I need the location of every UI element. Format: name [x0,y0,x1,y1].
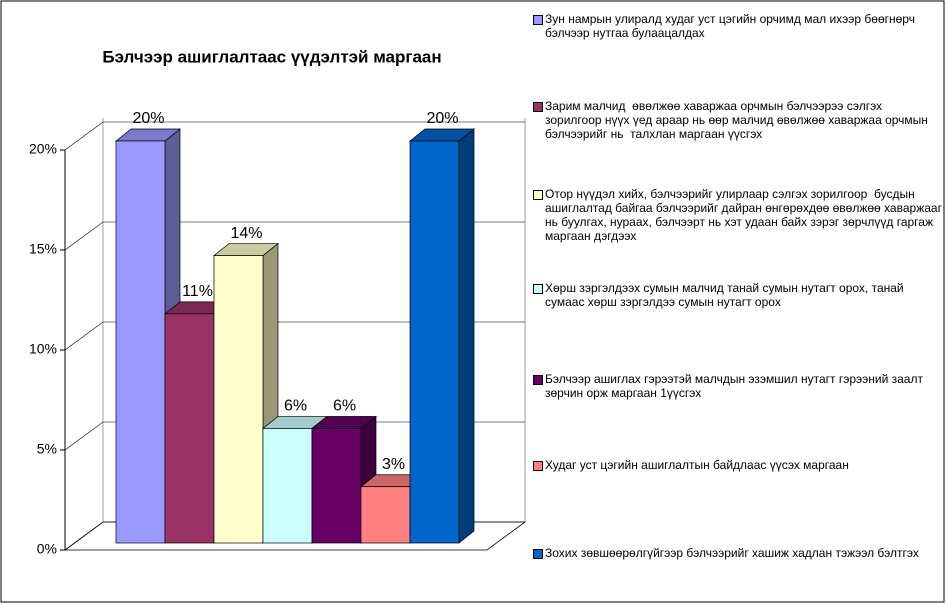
data-label: 3% [382,456,405,473]
chart-title: Бэлчээр ашиглалтаас үүдэлтэй маргаан [102,47,441,66]
bar-front [311,428,362,544]
legend-swatch [533,102,543,112]
legend-swatch [533,15,543,25]
legend-label: Зун намрын улиралд худаг уст цэгийн орчи… [545,12,919,40]
legend-label: Бэлчээр ашиглах гэрээтэй малчдын эзэмшил… [545,372,927,400]
grid-line [64,221,525,251]
grid-line [64,321,525,351]
legend-label: Худаг уст цэгийн ашиглалтын байдлаас үүс… [545,458,849,472]
data-label: 11% [182,283,213,300]
legend-label: Отор нүүдэл хийх, бэлчээрийг улирлаар сэ… [545,187,942,243]
legend-swatch [533,461,543,471]
bar-front [360,486,411,544]
legend-label: Зарим малчид өвөлжөө хаваржаа орчмын бэл… [545,99,932,141]
bar [409,128,475,544]
bar-front [164,313,215,544]
grid-line [64,421,525,451]
y-tick-label: 10% [29,341,57,357]
data-label: 20% [426,110,458,127]
y-tick-label: 20% [29,141,57,157]
data-label: 20% [132,110,164,127]
legend-swatch [533,549,543,559]
bar-front [262,428,313,544]
legend-swatch [533,375,543,385]
bar-front [409,140,460,544]
legend-swatch [533,190,543,200]
data-label: 6% [284,398,307,415]
bar-front [213,255,264,544]
y-tick-label: 0% [37,541,57,557]
y-tick-label: 15% [29,241,57,257]
bar-front [115,140,166,544]
bar-side [458,128,475,544]
legend-label: Хөрш зэргэлдээх сумын малчид танай сумын… [545,281,907,309]
data-label: 14% [230,225,262,242]
data-label: 6% [333,398,356,415]
legend-swatch [533,284,543,294]
grid-line [64,121,525,151]
y-tick-label: 5% [37,441,57,457]
legend-label: Зохих зөвшөөрөлгүйгээр бэлчээрийг хашиж … [545,546,919,560]
